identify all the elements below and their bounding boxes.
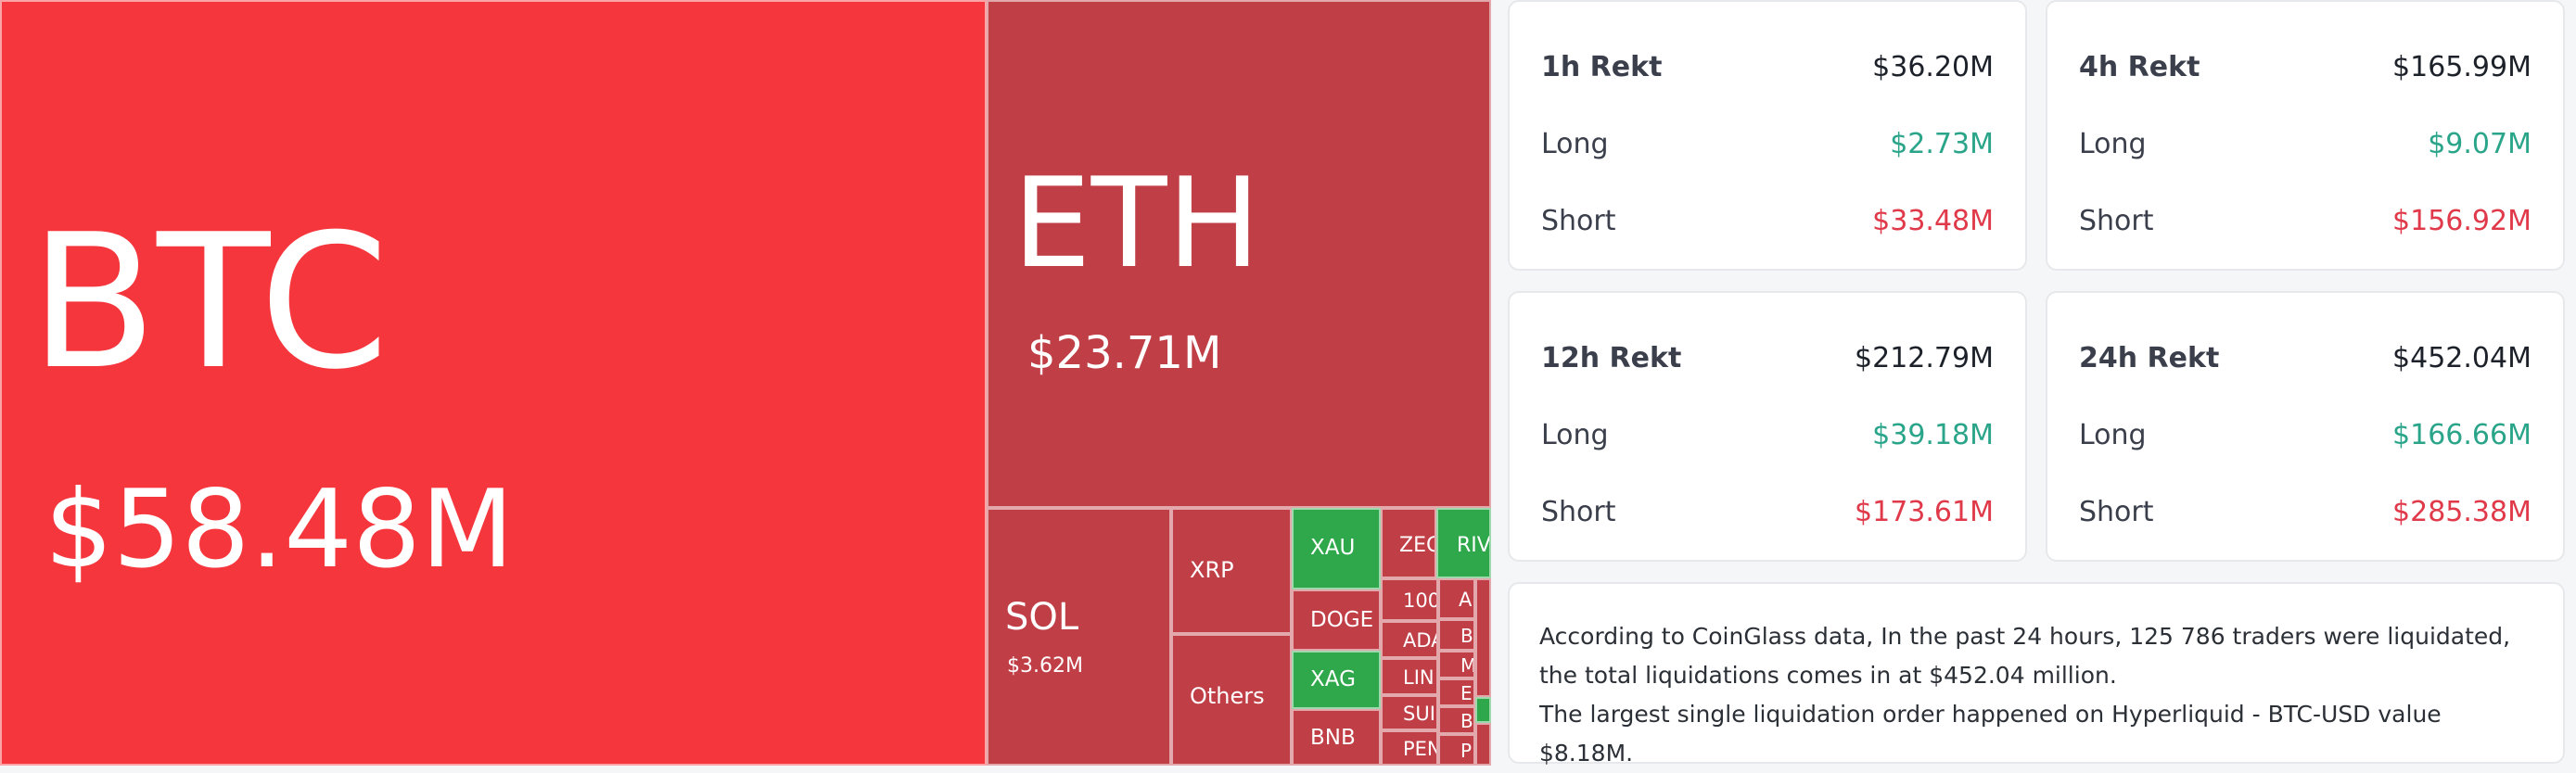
summary-line: The largest single liquidation order hap… [1539,701,2442,767]
treemap-tile-m[interactable]: M [1438,651,1475,678]
tile-symbol: LIN [1403,666,1435,689]
tile-symbol: ETH [1013,151,1261,296]
tile-symbol: XAG [1310,667,1356,691]
tile-symbol: ADA [1403,629,1436,652]
tile-symbol: XAU [1310,536,1356,560]
rekt-card-12h: 12h Rekt $212.79M Long $39.18M Short $17… [1508,291,2027,562]
treemap-tile-bnb[interactable]: BNB [1292,709,1381,766]
treemap-tile-link[interactable]: LIN [1381,658,1438,695]
short-label: Short [1541,495,1616,528]
treemap-tile-a[interactable]: A [1438,578,1475,619]
rekt-total-row: 12h Rekt $212.79M [1541,339,1994,376]
treemap-tile-others[interactable]: Others [1171,634,1292,766]
rekt-short-row: Short $173.61M [1541,493,1994,530]
tile-symbol: A [1459,589,1473,611]
rekt-title: 24h Rekt [2079,341,2220,374]
tile-symbol: B [1460,625,1473,647]
rekt-total-value: $452.04M [2392,341,2531,374]
treemap-tile-tiny[interactable] [1475,578,1491,697]
rekt-title: 1h Rekt [1541,50,1663,83]
liquidation-summary-card: According to CoinGlass data, In the past… [1508,582,2565,767]
rekt-total-row: 24h Rekt $452.04M [2079,339,2531,376]
rekt-card-24h: 24h Rekt $452.04M Long $166.66M Short $2… [2046,291,2565,562]
rekt-total-row: 1h Rekt $36.20M [1541,48,1994,85]
treemap-tile-tiny[interactable] [1475,697,1491,723]
treemap-tile-xau[interactable]: XAU [1292,508,1381,589]
rekt-total-value: $165.99M [2392,50,2531,83]
tile-symbol: 100 [1403,589,1438,612]
tile-symbol: DOGE [1310,608,1374,632]
tile-symbol: PEN [1403,738,1438,760]
tile-symbol: P [1460,740,1473,762]
treemap-tile-ada[interactable]: ADA [1381,621,1438,658]
rekt-title: 12h Rekt [1541,341,1682,374]
treemap-tile-zec[interactable]: ZEC [1381,508,1436,578]
tile-symbol: B [1460,710,1473,732]
rekt-total-row: 4h Rekt $165.99M [2079,48,2531,85]
tile-symbol: SOL [1005,596,1079,639]
tile-symbol: BTC [30,195,389,411]
rekt-panel: 1h Rekt $36.20M Long $2.73M Short $33.48… [1491,0,2576,767]
rekt-total-value: $212.79M [1855,341,1994,374]
short-label: Short [2079,204,2154,237]
treemap-tile-doge[interactable]: DOGE [1292,589,1381,651]
long-label: Long [1541,127,1609,160]
treemap-tile-tiny[interactable] [1475,723,1491,766]
short-value: $285.38M [2392,495,2531,528]
tile-value: $58.48M [45,467,514,592]
treemap-tile-p[interactable]: P [1438,734,1475,766]
treemap-tile-pen[interactable]: PEN [1381,730,1438,766]
short-label: Short [1541,204,1616,237]
rekt-long-row: Long $9.07M [2079,125,2531,162]
treemap-tile-sui[interactable]: SUI [1381,695,1438,730]
rekt-long-row: Long $2.73M [1541,125,1994,162]
short-label: Short [2079,495,2154,528]
tile-symbol: E [1460,682,1473,704]
treemap-tile-b[interactable]: B [1438,619,1475,651]
treemap-tile-xag[interactable]: XAG [1292,651,1381,709]
rekt-short-row: Short $156.92M [2079,202,2531,239]
liquidation-treemap: BTC $58.48M ETH $23.71M SOL $3.62M XRP O… [0,0,1491,766]
long-label: Long [2079,127,2147,160]
treemap-tile-100[interactable]: 100 [1381,578,1438,621]
tile-symbol: Others [1190,683,1265,709]
long-value: $9.07M [2428,127,2531,160]
tile-symbol: ZEC [1399,534,1436,557]
summary-line: According to CoinGlass data, In the past… [1539,623,2511,689]
rekt-short-row: Short $33.48M [1541,202,1994,239]
rekt-card-1h: 1h Rekt $36.20M Long $2.73M Short $33.48… [1508,0,2027,271]
long-value: $166.66M [2392,418,2531,451]
treemap-tile-btc[interactable]: BTC $58.48M [0,0,987,766]
short-value: $173.61M [1855,495,1994,528]
rekt-short-row: Short $285.38M [2079,493,2531,530]
tile-value: $3.62M [1007,654,1083,678]
long-label: Long [2079,418,2147,451]
rekt-long-row: Long $39.18M [1541,416,1994,453]
treemap-tile-sol[interactable]: SOL $3.62M [987,508,1171,766]
rekt-total-value: $36.20M [1872,50,1994,83]
treemap-tile-eth[interactable]: ETH $23.71M [987,0,1491,508]
tile-symbol: M [1460,654,1475,677]
tile-symbol: BNB [1310,726,1356,750]
rekt-long-row: Long $166.66M [2079,416,2531,453]
long-value: $39.18M [1872,418,1994,451]
treemap-tile-riv[interactable]: RIV [1436,508,1491,578]
tile-value: $23.71M [1027,327,1222,379]
treemap-tile-e[interactable]: E [1438,678,1475,706]
rekt-title: 4h Rekt [2079,50,2200,83]
tile-symbol: XRP [1190,557,1234,583]
short-value: $156.92M [2392,204,2531,237]
long-label: Long [1541,418,1609,451]
treemap-tile-b2[interactable]: B [1438,706,1475,734]
treemap-tile-xrp[interactable]: XRP [1171,508,1292,634]
long-value: $2.73M [1890,127,1994,160]
short-value: $33.48M [1872,204,1994,237]
rekt-card-4h: 4h Rekt $165.99M Long $9.07M Short $156.… [2046,0,2565,271]
tile-symbol: SUI [1403,703,1435,725]
tile-symbol: RIV [1457,534,1491,557]
